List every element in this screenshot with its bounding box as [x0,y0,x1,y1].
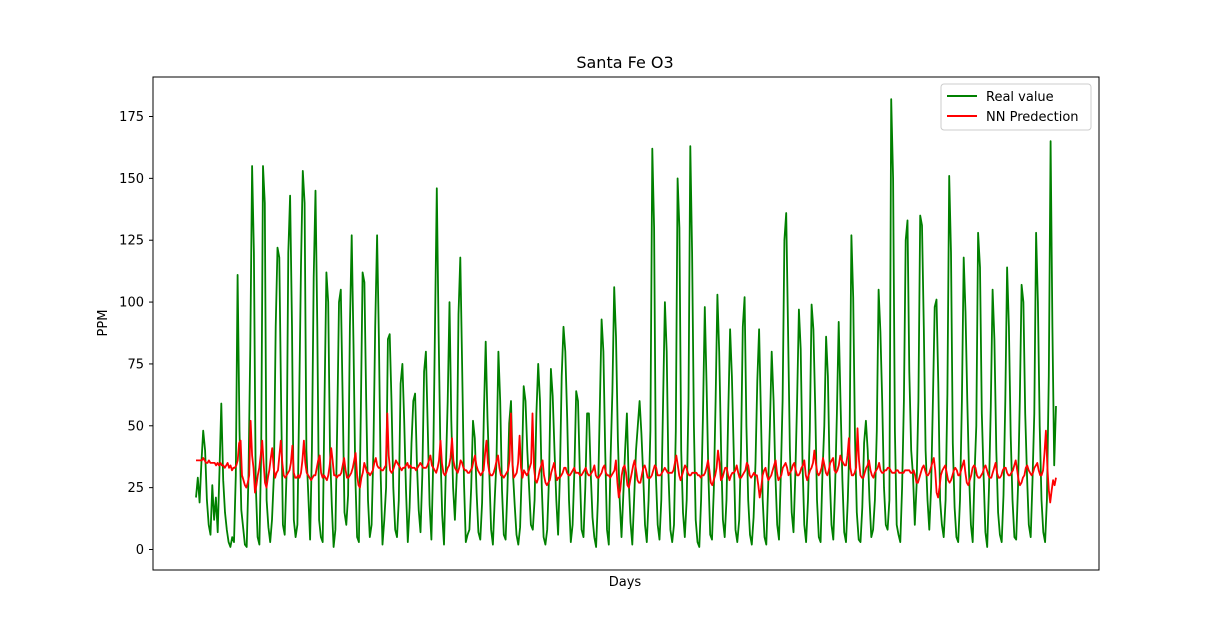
legend-box [940,83,1092,131]
legend-label-real-value: Real value [986,90,1054,105]
series-line-nn-prediction [196,412,1057,504]
plot-frame [152,76,1100,571]
plot-area [195,98,1057,548]
y-tick-label: 175 [119,110,144,125]
y-tick-label: 0 [136,543,144,558]
y-tick-label: 75 [127,357,144,372]
y-axis-label: PPM [96,310,111,337]
x-axis-label: Days [609,575,642,590]
y-tick-label: 125 [119,234,144,249]
y-axis: 0 25 50 75 100 125 150 175 [119,110,153,558]
chart-title: Santa Fe O3 [576,53,673,72]
legend: Real value NN Predection [940,83,1092,131]
y-tick-label: 100 [119,296,144,311]
legend-label-nn-prediction: NN Predection [986,110,1079,125]
y-tick-label: 150 [119,172,144,187]
y-tick-label: 50 [127,419,144,434]
y-tick-label: 25 [127,481,144,496]
